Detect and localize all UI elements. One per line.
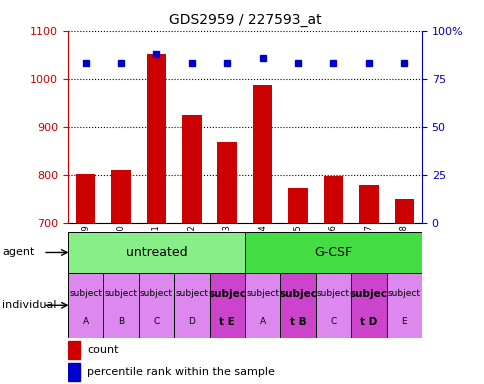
Text: subject: subject (69, 289, 102, 298)
Bar (217, 142, 237, 223)
Bar (393, 199, 413, 223)
Bar (174, 273, 209, 338)
Text: C: C (330, 317, 336, 326)
Bar (244, 232, 421, 273)
Text: count: count (87, 345, 119, 355)
Bar (68, 273, 103, 338)
Bar (68, 232, 244, 273)
Text: G-CSF: G-CSF (314, 246, 352, 259)
Bar (111, 170, 131, 223)
Bar (252, 85, 272, 223)
Bar (146, 54, 166, 223)
Text: C: C (153, 317, 159, 326)
Bar (182, 115, 201, 223)
Bar (386, 273, 421, 338)
Text: A: A (82, 317, 89, 326)
Bar (103, 273, 138, 338)
Bar (280, 273, 315, 338)
Bar (68, 341, 80, 359)
Bar (209, 273, 244, 338)
Text: agent: agent (2, 247, 35, 258)
Text: E: E (401, 317, 406, 326)
Bar (358, 185, 378, 223)
Text: subject: subject (245, 289, 279, 298)
Text: subjec: subjec (349, 288, 387, 298)
Text: subjec: subjec (208, 288, 246, 298)
Title: GDS2959 / 227593_at: GDS2959 / 227593_at (168, 13, 320, 27)
Text: subject: subject (316, 289, 349, 298)
Text: D: D (188, 317, 195, 326)
Text: subject: subject (104, 289, 137, 298)
Text: A: A (259, 317, 265, 326)
Text: subjec: subjec (278, 288, 317, 298)
Text: t E: t E (219, 316, 235, 327)
Text: subject: subject (139, 289, 173, 298)
Text: individual: individual (2, 300, 57, 310)
Text: t B: t B (289, 316, 306, 327)
Bar (350, 273, 386, 338)
Bar (68, 363, 80, 381)
Text: B: B (118, 317, 124, 326)
Text: untreated: untreated (125, 246, 187, 259)
Bar (287, 188, 307, 223)
Bar (323, 176, 343, 223)
Bar (244, 273, 280, 338)
Bar (76, 174, 95, 223)
Bar (138, 273, 174, 338)
Text: subject: subject (387, 289, 420, 298)
Text: subject: subject (175, 289, 208, 298)
Text: percentile rank within the sample: percentile rank within the sample (87, 367, 275, 377)
Bar (315, 273, 350, 338)
Text: t D: t D (360, 316, 377, 327)
